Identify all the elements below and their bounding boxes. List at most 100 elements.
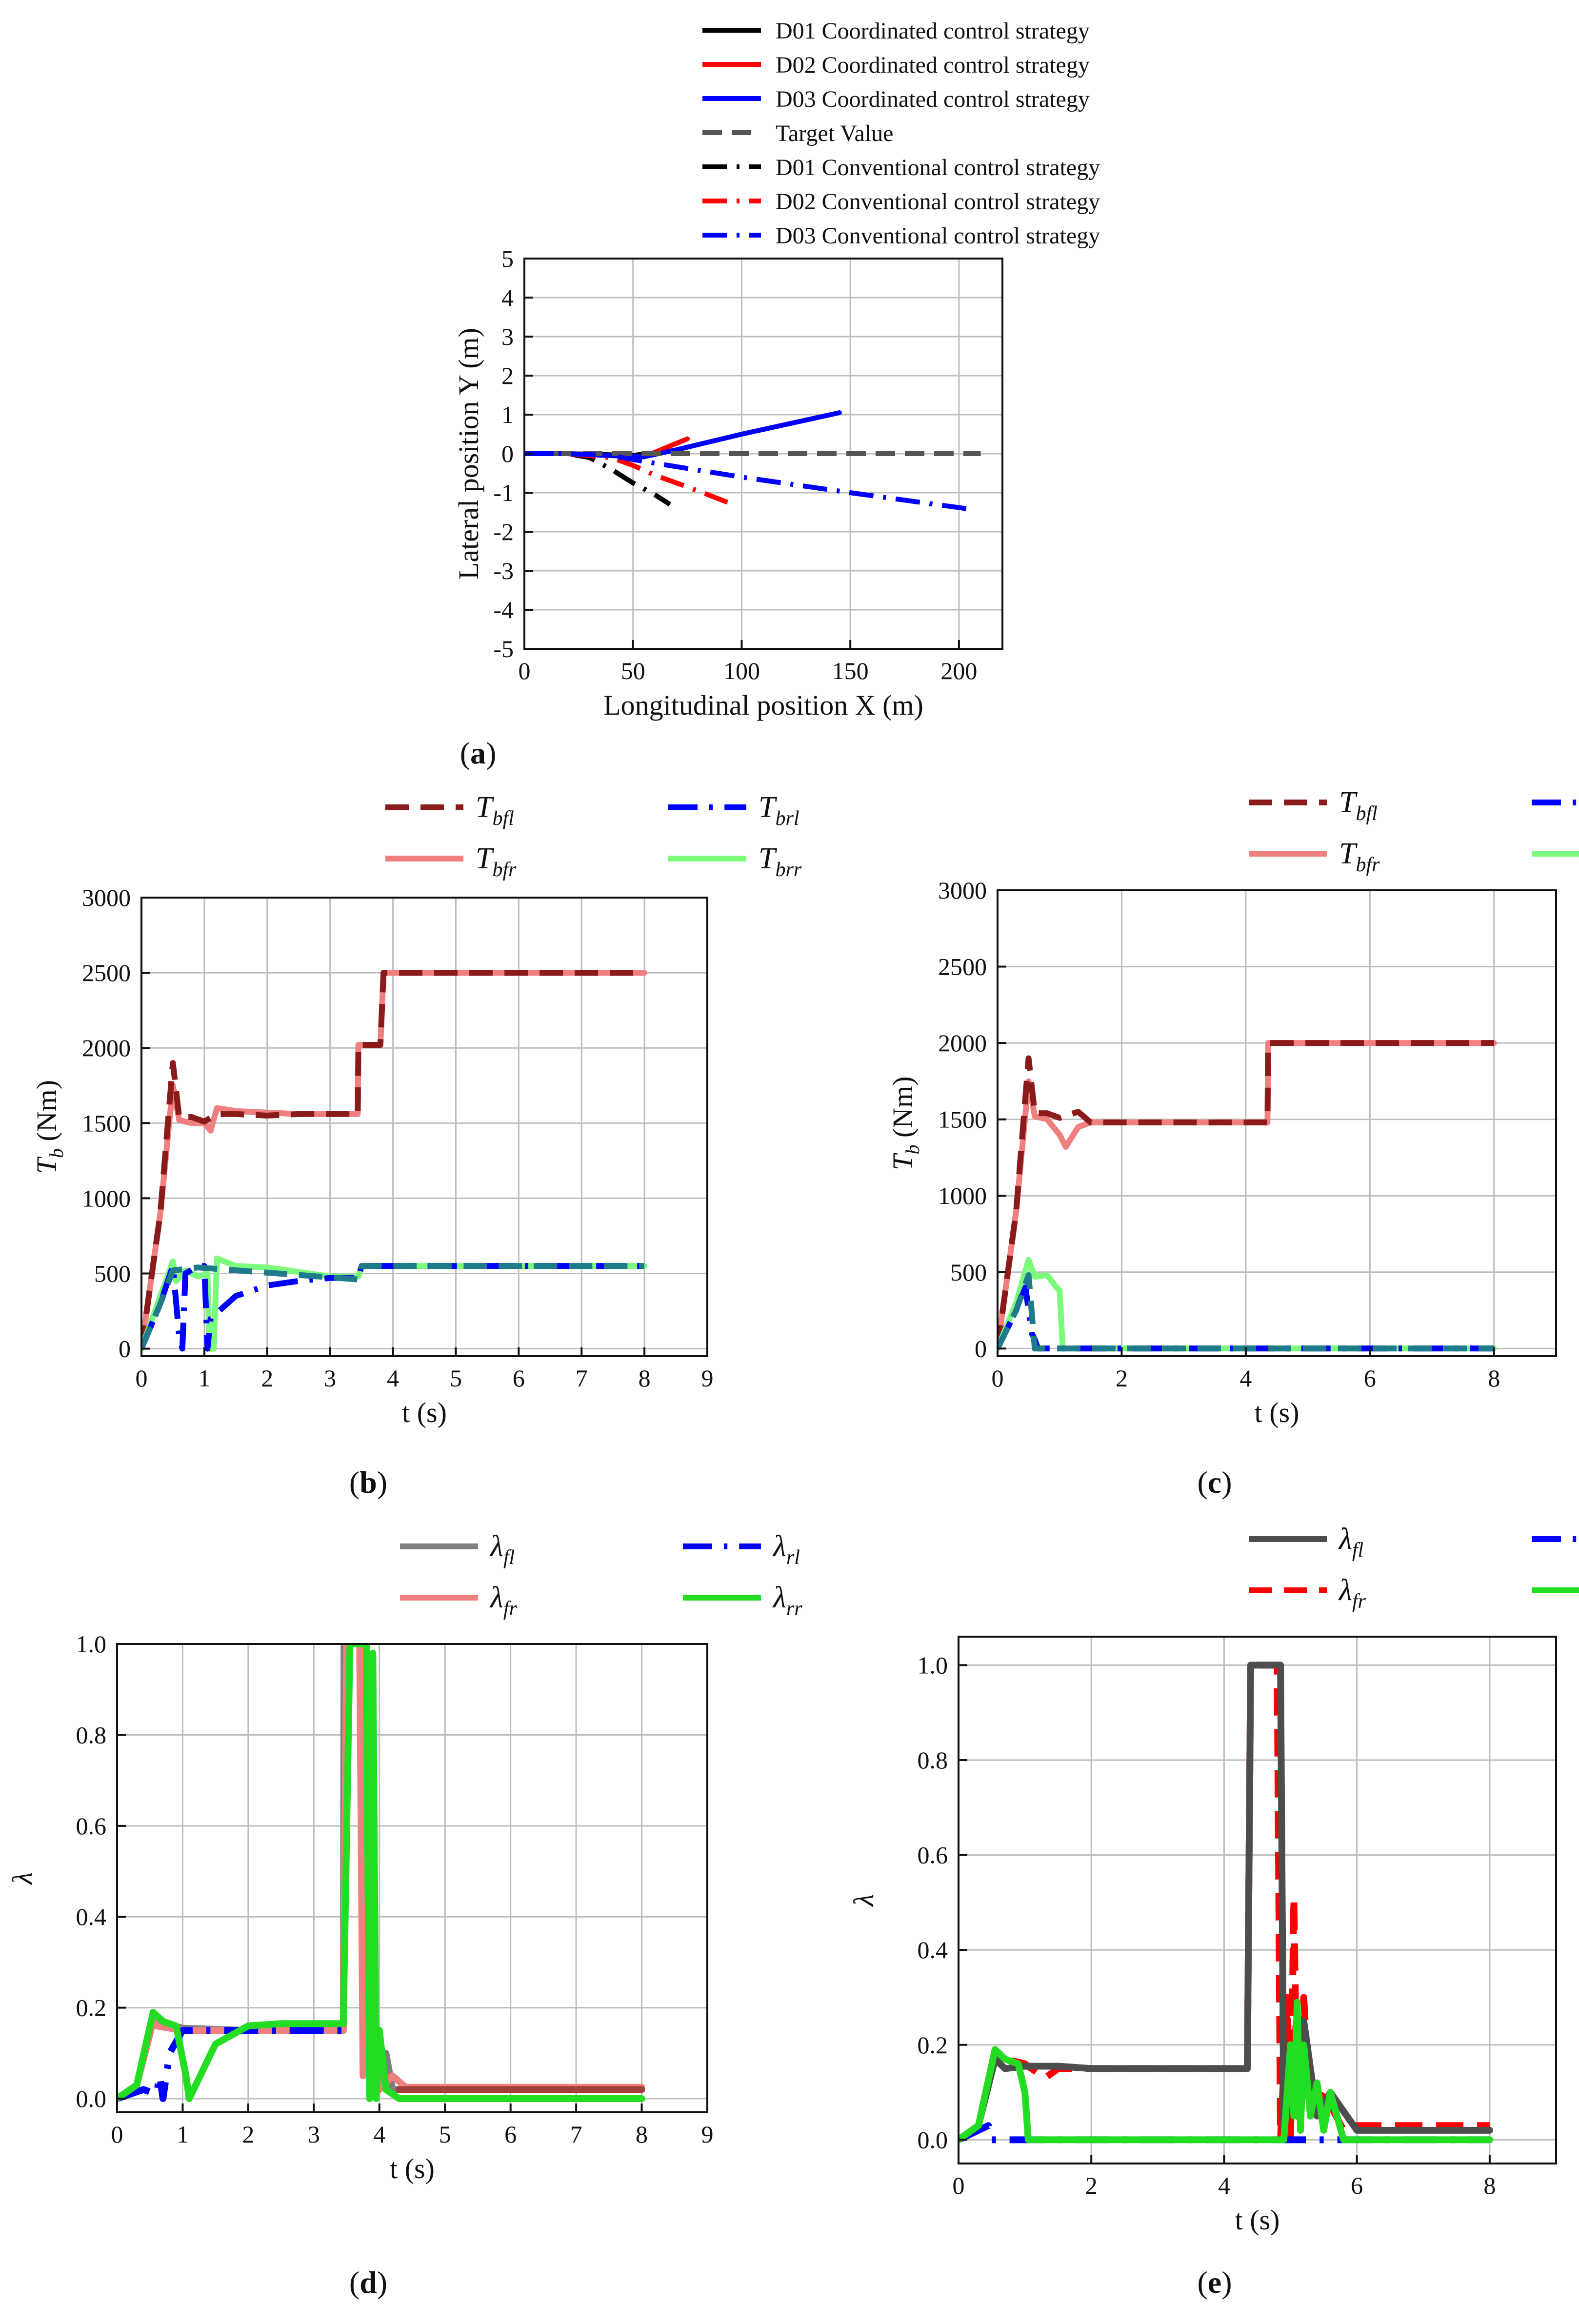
- legend-label: λfr: [1338, 1574, 1366, 1613]
- y-label-main: T: [887, 1153, 919, 1170]
- x-tick-label: 4: [373, 2121, 385, 2148]
- x-tick-label: 6: [1351, 2172, 1363, 2199]
- y-tick-label: 0.2: [918, 2031, 948, 2059]
- legend-label: Tbrl: [759, 791, 799, 830]
- x-axis-label: Longitudinal position X (m): [603, 689, 923, 721]
- y-tick-label: 0.4: [918, 1936, 948, 1963]
- x-axis-label: t (s): [1255, 1397, 1299, 1428]
- series-group: [117, 1644, 645, 2102]
- y-tick-label: 0: [119, 1335, 131, 1362]
- x-tick-label: 0: [136, 1364, 148, 1392]
- x-tick-label: 8: [1483, 2172, 1496, 2199]
- legend-label: D02 Coordinated control strategy: [776, 52, 1090, 78]
- x-tick-label: 5: [450, 1364, 462, 1392]
- series-line-4: [141, 1263, 645, 1350]
- y-tick-label: 2500: [82, 959, 131, 986]
- y-tick-label: 0: [975, 1335, 987, 1362]
- y-tick-label: 0.8: [76, 1721, 107, 1748]
- y-tick-label: 0.6: [76, 1812, 107, 1840]
- y-axis-label: Tb (Nm): [887, 1076, 923, 1170]
- x-tick-label: 0: [953, 2172, 965, 2199]
- legend-d: λfl λrl λfr λrr: [400, 1530, 802, 1620]
- y-tick-label: -2: [493, 518, 514, 545]
- series-line-d03-conventional-control-strategy: [524, 451, 970, 512]
- y-label-unit: (Nm): [31, 1080, 62, 1148]
- chart-e: 0 2 4 6 8 0.0 0.2 0.4 0.6 0.8 1.0 t (s) λ (e): [848, 1636, 1557, 2300]
- y-tick-label: 0: [501, 440, 514, 467]
- legend-label: D03 Coordinated control strategy: [776, 86, 1090, 112]
- x-axis-label: t (s): [390, 2153, 435, 2184]
- x-tick-label: 6: [504, 2121, 517, 2148]
- x-tick-label: 3: [308, 2121, 320, 2148]
- y-tick-label: 0.0: [76, 2085, 107, 2112]
- y-tick-label: 500: [94, 1260, 131, 1287]
- plot-frame: [116, 1643, 708, 2113]
- y-tick-label: 500: [950, 1259, 987, 1286]
- y-tick-label: 1: [501, 401, 514, 428]
- x-tick-label: 7: [570, 2121, 582, 2148]
- legend-label: D02 Conventional control strategy: [776, 189, 1100, 215]
- x-tick-label: 150: [832, 657, 869, 684]
- x-tick-label: 4: [1239, 1364, 1252, 1392]
- chart-b: 0 1 2 3 4 5 6 7 8 9 0 500 1000 1500 2000 2500 3000 t (s) T…: [31, 884, 714, 1500]
- x-tick-label: 7: [576, 1364, 588, 1392]
- y-tick-label: 2500: [938, 953, 987, 981]
- x-tick-label: 2: [1085, 2172, 1098, 2199]
- series-line-d01-conventional-control-strategy: [524, 451, 672, 507]
- chart-d: 0 1 2 3 4 5 6 7 8 9 0.0 0.2 0.4 0.6 0.8 1.0 t (s) λ (d): [6, 1630, 714, 2300]
- x-tick-label: 8: [639, 1364, 651, 1392]
- y-tick-label: 3: [501, 323, 514, 350]
- x-tick-label: 0: [111, 2121, 123, 2148]
- series-line-brr: [998, 1257, 1497, 1352]
- legend-label: λfl: [489, 1530, 515, 1569]
- y-tick-label: 1.0: [918, 1651, 948, 1679]
- series-group: [141, 970, 648, 1352]
- x-tick-label: 9: [701, 2121, 714, 2148]
- series-line-rr: [117, 1644, 645, 2102]
- panel-label: (a): [460, 736, 497, 770]
- x-axis-label: t (s): [402, 1397, 447, 1428]
- y-tick-label: 0.0: [918, 2126, 948, 2153]
- series-group: [524, 410, 981, 512]
- y-tick-label: 0.4: [76, 1903, 107, 1930]
- y-label-main: T: [31, 1156, 62, 1174]
- chart-c: 0 2 4 6 8 0 500 1000 1500 2000 2500 3000 t (s) Tb (Nm…: [887, 877, 1557, 1500]
- legend-label: Tbfr: [476, 842, 517, 881]
- legend-label: Tbfr: [1339, 837, 1380, 876]
- chart-a: 0 50 100 150 200 -5 -4 -3 -2 -1 0 1 2 3 4 5 Longitudinal…: [453, 245, 1003, 770]
- y-axis-label: λ: [6, 1872, 38, 1885]
- panel-label: (d): [349, 2265, 387, 2300]
- series-line-d02-conventional-control-strategy: [524, 451, 736, 508]
- x-axis-label: t (s): [1235, 2204, 1280, 2236]
- x-tick-label: 8: [636, 2121, 648, 2148]
- series-line-d03-coordinated-control-strategy: [524, 410, 842, 460]
- series-line-bfl: [141, 970, 645, 1349]
- legend-label: Tbfl: [1339, 786, 1378, 825]
- x-tick-label: 50: [621, 657, 645, 684]
- y-tick-label: 3000: [938, 877, 987, 904]
- y-tick-label: 0.8: [918, 1746, 948, 1774]
- y-axis-label: λ: [848, 1894, 879, 1907]
- legend-a: D01 Coordinated control strategy D02 Coor…: [702, 18, 1100, 249]
- y-tick-label: 2000: [82, 1034, 131, 1062]
- panel-label: (e): [1197, 2265, 1232, 2300]
- y-tick-label: 2: [501, 362, 514, 389]
- y-tick-label: 5: [501, 245, 514, 272]
- x-tick-label: 0: [519, 657, 531, 684]
- legend-label: Tbfl: [476, 791, 514, 830]
- y-tick-label: -5: [493, 635, 514, 662]
- x-tick-label: 5: [439, 2121, 451, 2148]
- series-line-4: [998, 1272, 1494, 1352]
- x-tick-label: 4: [1218, 2172, 1230, 2199]
- series-group: [959, 1662, 1493, 2144]
- legend-label: D01 Coordinated control strategy: [776, 18, 1090, 44]
- x-tick-label: 4: [387, 1364, 399, 1392]
- legend-label: λrl: [772, 1530, 800, 1569]
- y-tick-label: 1000: [938, 1182, 987, 1209]
- x-tick-label: 2: [261, 1364, 273, 1392]
- y-tick-label: 4: [501, 284, 514, 311]
- legend-label: λfr: [489, 1581, 518, 1620]
